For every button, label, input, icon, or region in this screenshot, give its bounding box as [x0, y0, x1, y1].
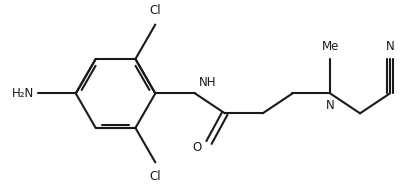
Text: H₂N: H₂N [12, 87, 34, 100]
Text: Me: Me [321, 40, 338, 53]
Text: O: O [192, 141, 201, 154]
Text: N: N [325, 99, 334, 112]
Text: NH: NH [198, 77, 216, 89]
Text: Cl: Cl [149, 170, 161, 183]
Text: Cl: Cl [149, 4, 161, 17]
Text: N: N [384, 40, 393, 53]
